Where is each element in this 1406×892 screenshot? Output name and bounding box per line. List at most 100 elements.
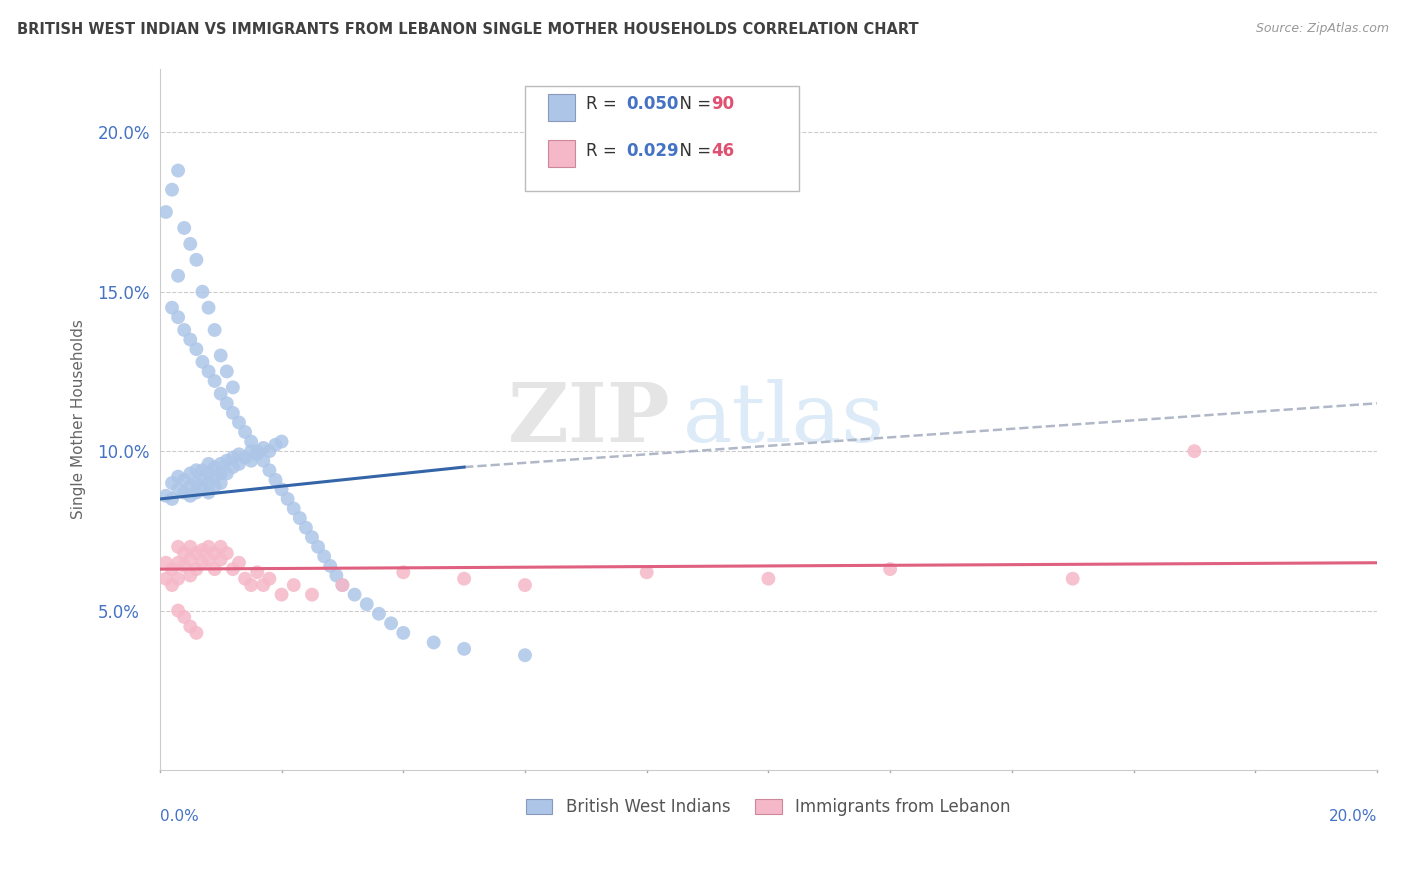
Point <box>240 444 263 458</box>
Point <box>191 543 214 558</box>
Point <box>277 491 299 506</box>
Point <box>222 450 245 465</box>
Point <box>186 252 208 267</box>
Point <box>222 562 245 576</box>
Point <box>758 572 780 586</box>
Point <box>155 572 177 586</box>
Point <box>301 530 323 544</box>
Point <box>204 469 226 483</box>
Point <box>204 562 226 576</box>
Point <box>246 566 269 580</box>
Point <box>252 578 274 592</box>
Point <box>259 572 281 586</box>
Point <box>191 483 214 497</box>
Point <box>167 268 190 283</box>
Point <box>167 603 190 617</box>
Point <box>222 460 245 475</box>
Point <box>240 453 263 467</box>
Point <box>186 626 208 640</box>
Point <box>173 473 195 487</box>
Point <box>283 578 305 592</box>
Point <box>295 521 318 535</box>
Point <box>215 546 238 560</box>
Point <box>209 386 232 401</box>
Text: N =: N = <box>669 142 716 160</box>
Point <box>197 364 219 378</box>
Point <box>270 588 292 602</box>
Point <box>191 285 214 299</box>
Point <box>204 479 226 493</box>
Point <box>259 444 281 458</box>
Point <box>209 476 232 491</box>
Point <box>167 163 190 178</box>
Point <box>422 635 444 649</box>
Point <box>179 619 201 633</box>
Text: 46: 46 <box>711 142 734 160</box>
Point <box>233 425 256 439</box>
Point <box>179 568 201 582</box>
Point <box>343 588 366 602</box>
Point <box>191 556 214 570</box>
Text: 20.0%: 20.0% <box>1329 808 1376 823</box>
Point <box>228 556 250 570</box>
Point <box>453 572 475 586</box>
Point <box>186 342 208 356</box>
Point <box>270 434 292 449</box>
Point <box>264 473 287 487</box>
Point <box>209 349 232 363</box>
Point <box>283 501 305 516</box>
Point <box>173 323 195 337</box>
Point <box>636 566 658 580</box>
Point <box>167 469 190 483</box>
Point <box>197 457 219 471</box>
Point <box>325 568 347 582</box>
Point <box>173 221 195 235</box>
Point <box>191 355 214 369</box>
Point <box>167 556 190 570</box>
Text: ZIP: ZIP <box>509 379 671 459</box>
FancyBboxPatch shape <box>548 140 575 167</box>
Text: R =: R = <box>586 142 621 160</box>
Point <box>453 641 475 656</box>
Point <box>167 310 190 325</box>
Point <box>197 467 219 481</box>
Point <box>246 447 269 461</box>
Point <box>368 607 391 621</box>
Point <box>252 441 274 455</box>
Point <box>209 540 232 554</box>
Point <box>879 562 901 576</box>
Y-axis label: Single Mother Households: Single Mother Households <box>72 319 86 519</box>
Point <box>233 450 256 465</box>
Point <box>197 485 219 500</box>
Point <box>197 476 219 491</box>
Text: R =: R = <box>586 95 621 112</box>
Point <box>380 616 402 631</box>
Point <box>209 552 232 566</box>
Point <box>307 540 329 554</box>
Point <box>209 467 232 481</box>
Point <box>155 489 177 503</box>
Point <box>173 558 195 573</box>
Point <box>332 578 354 592</box>
Point <box>160 183 183 197</box>
Point <box>173 485 195 500</box>
Point <box>179 467 201 481</box>
Point <box>233 572 256 586</box>
Text: atlas: atlas <box>683 379 886 459</box>
Point <box>155 205 177 219</box>
Point <box>319 558 342 573</box>
Point <box>513 578 536 592</box>
Point <box>215 467 238 481</box>
Point <box>179 479 201 493</box>
Point <box>160 491 183 506</box>
Point <box>392 566 415 580</box>
Point <box>228 416 250 430</box>
Point <box>204 460 226 475</box>
Text: 90: 90 <box>711 95 734 112</box>
Point <box>259 463 281 477</box>
Text: BRITISH WEST INDIAN VS IMMIGRANTS FROM LEBANON SINGLE MOTHER HOUSEHOLDS CORRELAT: BRITISH WEST INDIAN VS IMMIGRANTS FROM L… <box>17 22 918 37</box>
Point <box>228 447 250 461</box>
Point <box>173 610 195 624</box>
Point <box>179 489 201 503</box>
Point <box>215 396 238 410</box>
